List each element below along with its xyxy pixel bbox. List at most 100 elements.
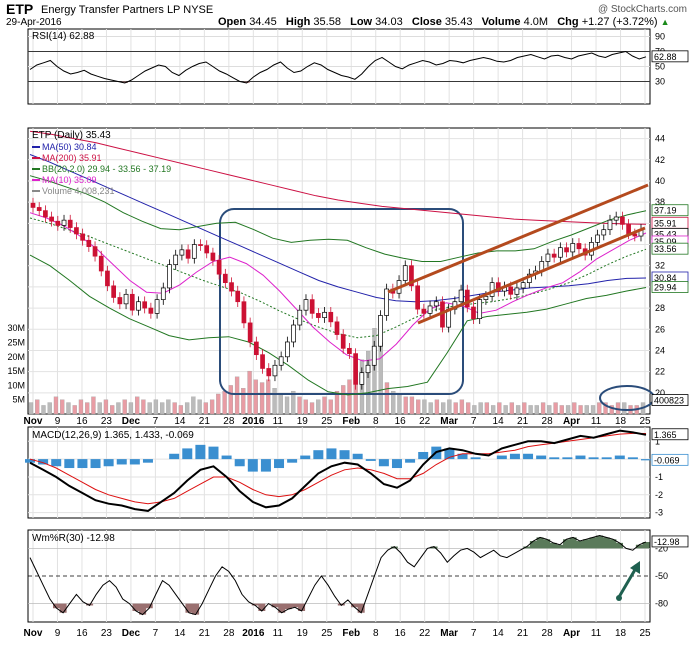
price-candle	[229, 277, 234, 297]
date-label: 25	[639, 416, 651, 427]
macd-histogram-bar	[313, 450, 324, 460]
low-label: Low	[350, 16, 373, 28]
candle-body	[241, 301, 247, 324]
candle-body	[111, 285, 117, 298]
volume-bar	[509, 402, 515, 415]
candle-body	[433, 301, 439, 307]
candle-body	[564, 247, 569, 253]
price-candle	[36, 202, 42, 216]
price-candle	[514, 282, 520, 300]
date-label: 21	[199, 416, 211, 427]
candle-body	[384, 288, 389, 316]
candle-body	[222, 273, 228, 284]
date-label: 11	[273, 416, 284, 427]
price-tick-label: 26	[655, 324, 665, 334]
candle-body	[514, 287, 520, 295]
date-label: 7	[471, 416, 477, 427]
price-candle	[464, 284, 470, 313]
volume-bar	[297, 396, 302, 415]
price-candle	[620, 211, 625, 230]
volume-bar	[391, 390, 396, 415]
candle-body	[49, 216, 54, 222]
candle-body	[415, 285, 421, 310]
date-label-bottom: 2016	[242, 628, 265, 639]
candle-body	[148, 307, 154, 314]
macd-histogram-bar	[627, 457, 638, 460]
volume-bar	[91, 396, 96, 415]
series-ma-200-	[29, 130, 647, 225]
macd-histogram-bar	[418, 451, 429, 460]
price-candle	[167, 259, 172, 294]
volume-bar	[547, 405, 552, 415]
date-label-bottom: 23	[101, 628, 113, 639]
date-label-bottom: 16	[395, 628, 407, 639]
candle-body	[43, 210, 48, 218]
volume-bar	[110, 405, 115, 415]
price-candle	[204, 240, 210, 259]
price-candle	[154, 294, 160, 319]
candle-body	[520, 282, 526, 289]
candle-body	[30, 202, 36, 208]
volume-bar	[253, 379, 258, 415]
date-label: Dec	[122, 416, 141, 427]
candle-body	[272, 364, 278, 377]
macd-histogram-bar	[496, 455, 507, 460]
volume-bar	[565, 405, 571, 415]
price-tag-text: 29.94	[654, 283, 677, 293]
candle-body	[105, 270, 110, 287]
chg-label: Chg	[557, 16, 579, 28]
williams-line	[29, 534, 647, 616]
williams-last-tag: -12.98	[651, 535, 689, 548]
volume-bar	[241, 388, 246, 415]
macd-histogram-bar	[352, 453, 363, 460]
volume-bar	[272, 388, 277, 415]
volume-bar	[416, 399, 421, 415]
date-label: 14	[174, 416, 186, 427]
macd-last-tag-box	[651, 428, 689, 441]
date-label: Apr	[563, 416, 580, 427]
volume-bar	[291, 390, 296, 415]
price-candle	[198, 239, 203, 251]
volume-bar	[347, 379, 352, 415]
macd-histogram-bar	[64, 459, 75, 469]
legend-label: MA(200) 35.91	[42, 153, 102, 163]
candle-body	[551, 253, 557, 258]
volume-bar	[384, 382, 390, 415]
volume-last-tag: 400823	[651, 394, 689, 406]
volume-bar	[447, 399, 452, 415]
rsi-last-tag-box	[651, 50, 689, 63]
macd-histogram-bar	[116, 459, 127, 465]
volume-bar	[597, 402, 602, 415]
date-label: 22	[419, 416, 431, 427]
arrow-icon-shaft	[617, 567, 638, 598]
macd-histogram-bar	[77, 459, 88, 469]
candle-body	[601, 229, 607, 236]
date-label-bottom: 7	[471, 628, 477, 639]
ticker-symbol: ETP	[6, 1, 34, 17]
date-label-bottom: 21	[517, 628, 529, 639]
candle-body	[458, 289, 464, 303]
volume-bar	[309, 402, 315, 415]
price-candle	[570, 238, 576, 258]
macd-histogram-bar	[260, 459, 271, 472]
price-candle	[30, 197, 36, 213]
price-candle	[49, 211, 54, 227]
macd-histogram-bar	[287, 459, 298, 463]
price-candle	[359, 367, 365, 390]
candle-body	[260, 354, 265, 369]
williams-tick-label: -20	[655, 543, 668, 553]
volume-tick-label: 30M	[7, 323, 25, 333]
date-label-bottom: 25	[321, 628, 333, 639]
volume-bar	[128, 402, 134, 415]
price-candle	[191, 239, 197, 264]
date-label: Nov	[24, 416, 43, 427]
volume-bar	[178, 405, 184, 415]
macd-histogram-bar	[562, 457, 573, 460]
price-tag-text: 35.91	[654, 218, 677, 228]
candle-body	[607, 219, 613, 231]
price-candle	[136, 296, 141, 316]
macd-histogram-bar	[25, 459, 35, 463]
volume-bar	[166, 399, 171, 415]
williams-tick-label: -50	[655, 571, 668, 581]
macd-histogram-bar	[274, 459, 285, 469]
